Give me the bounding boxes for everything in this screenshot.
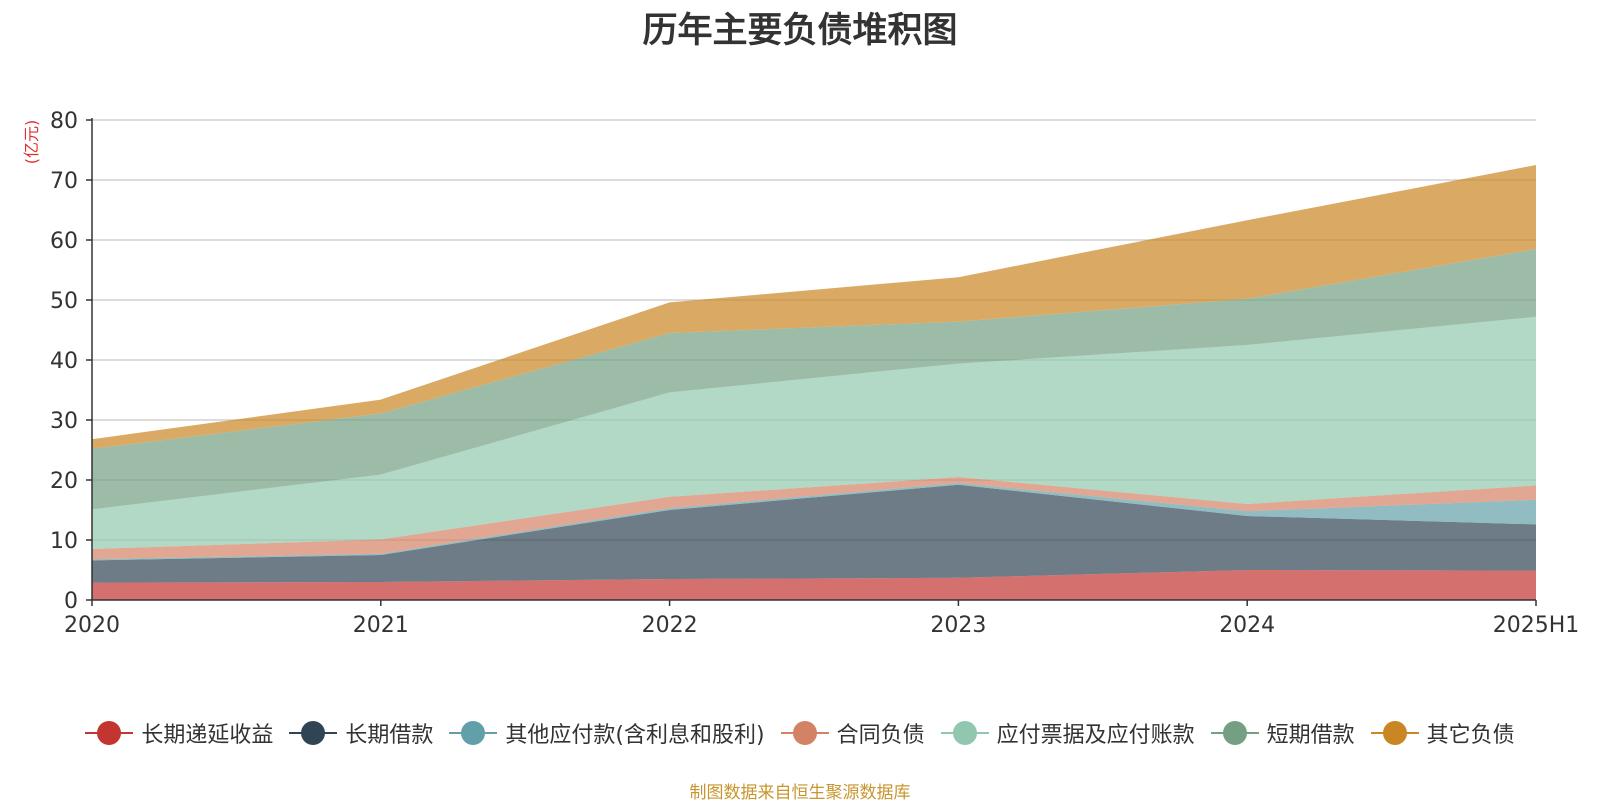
axes: 0 10 20 30 40 50 60 70 80 2020 2021 2022 2023 2024 202… [50, 109, 1579, 638]
x-tick-label: 2024 [1219, 613, 1275, 638]
legend-marker-icon [780, 720, 829, 746]
legend-label: 长期借款 [345, 723, 434, 748]
legend-item-4[interactable]: 合同负债 [780, 717, 925, 749]
x-tick-label: 2022 [642, 613, 698, 638]
y-axis-unit-label: (亿元) [22, 120, 41, 165]
y-tick-label: 0 [64, 589, 78, 614]
legend-label: 短期借款 [1266, 723, 1355, 748]
area-series-1 [92, 570, 1536, 600]
legend-marker-icon [85, 720, 134, 746]
area-series-2 [92, 484, 1536, 583]
legend-marker-icon [1370, 720, 1419, 746]
legend-item-6[interactable]: 短期借款 [1210, 717, 1355, 749]
data-source-note: 制图数据来自恒生聚源数据库 [689, 783, 911, 803]
x-tick-label: 2025H1 [1493, 613, 1580, 638]
legend-label: 其他应付款(含利息和股利) [505, 723, 765, 748]
legend-marker-icon [449, 720, 498, 746]
legend-marker-icon [940, 720, 989, 746]
legend-item-5[interactable]: 应付票据及应付账款 [940, 717, 1195, 749]
y-tick-label: 70 [50, 169, 78, 194]
area-series-4 [92, 477, 1536, 560]
legend-label: 合同负债 [836, 723, 925, 748]
area-series-7 [92, 165, 1536, 449]
legend-item-3[interactable]: 其他应付款(含利息和股利) [449, 717, 765, 749]
legend-label: 长期递延收益 [141, 723, 274, 748]
y-tick-label: 60 [50, 229, 78, 254]
y-tick-label: 50 [50, 289, 78, 314]
legend-marker-icon [289, 720, 338, 746]
chart-legend: 长期递延收益 长期借款 其他应付款(含利息和股利) 合同负债 应付票据及应付账款 短期借款… [0, 717, 1600, 749]
y-tick-label: 10 [50, 529, 78, 554]
legend-item-1[interactable]: 长期递延收益 [85, 717, 273, 749]
legend-label: 应付票据及应付账款 [996, 723, 1195, 748]
x-tick-label: 2020 [64, 613, 120, 638]
chart-title: 历年主要负债堆积图 [642, 11, 958, 51]
legend-item-2[interactable]: 长期借款 [289, 717, 433, 749]
x-tick-label: 2023 [930, 613, 986, 638]
x-tick-label: 2021 [353, 613, 409, 638]
y-tick-label: 20 [50, 469, 78, 494]
area-series [92, 165, 1536, 600]
y-tick-label: 40 [50, 349, 78, 374]
area-series-6 [92, 249, 1536, 510]
legend-label: 其它负债 [1426, 723, 1515, 748]
legend-marker-icon [1210, 720, 1259, 746]
y-tick-label: 80 [50, 109, 78, 134]
legend-item-7[interactable]: 其它负债 [1370, 717, 1515, 749]
area-series-5 [92, 316, 1536, 549]
y-tick-label: 30 [50, 409, 78, 434]
